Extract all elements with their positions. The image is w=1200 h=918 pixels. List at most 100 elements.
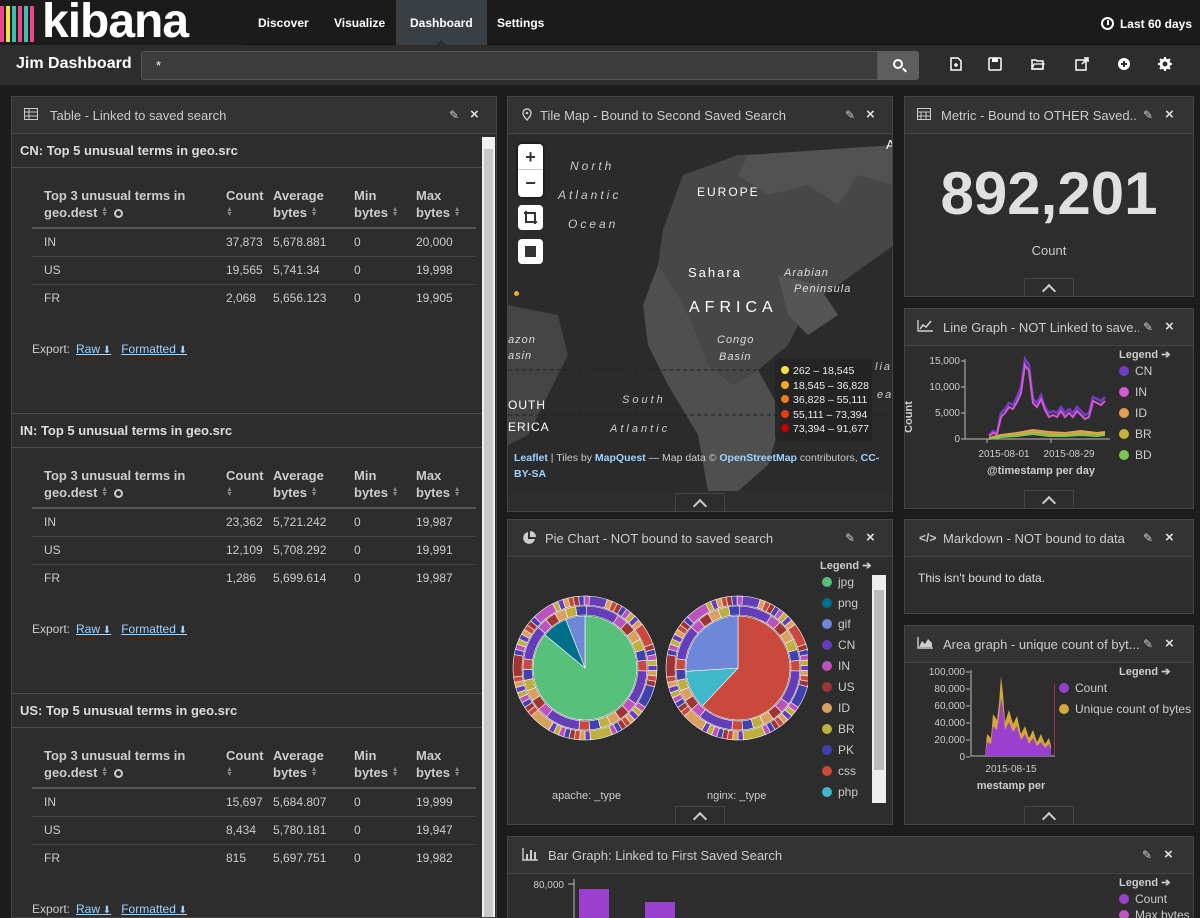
sort-icon[interactable]: ▲▼ — [391, 766, 399, 778]
sort-icon[interactable]: ▲▼ — [453, 766, 461, 778]
column-header-count[interactable]: Count ▲▼ — [226, 467, 264, 501]
table-row[interactable]: IN 37,873 5,678.881 0 20,000 — [32, 235, 476, 255]
edit-icon[interactable]: ✎ — [845, 531, 856, 545]
search-input[interactable]: * — [141, 51, 878, 80]
pie-outer-slice[interactable] — [736, 595, 743, 606]
column-header-min[interactable]: Min bytes ▲▼ — [354, 467, 400, 501]
table-row[interactable]: US 12,109 5,708.292 0 19,991 — [32, 543, 476, 563]
tab-settings[interactable]: Settings — [497, 16, 545, 30]
sort-icon[interactable]: ▲▼ — [310, 766, 318, 778]
pie-ring-slice[interactable] — [637, 659, 648, 672]
pie-outer-slice[interactable] — [512, 654, 524, 678]
sort-icon[interactable]: ▲▼ — [101, 206, 108, 218]
zoom-out-button[interactable]: − — [525, 173, 536, 193]
zoom-in-button[interactable]: + — [518, 144, 543, 170]
table-row[interactable]: FR 2,068 5,656.123 0 19,905 — [32, 291, 476, 311]
close-icon[interactable]: × — [1165, 529, 1174, 546]
sort-icon[interactable]: ▲▼ — [310, 486, 318, 498]
pie-ring-slice[interactable] — [790, 659, 801, 672]
map-data-point[interactable] — [514, 291, 519, 296]
export-formatted-link[interactable]: Formatted ⬇ — [121, 622, 187, 636]
pie-outer-slice[interactable] — [647, 664, 658, 672]
save-icon[interactable] — [988, 57, 1002, 71]
legend-item[interactable]: png — [822, 596, 858, 610]
pie-outer-slice[interactable] — [800, 659, 808, 666]
legend-item[interactable]: Unique count of bytes — [1059, 702, 1191, 716]
export-formatted-link[interactable]: Formatted ⬇ — [121, 342, 187, 356]
legend-title[interactable]: Legend ➔ — [1119, 665, 1170, 678]
column-header-term[interactable]: Top 3 unusual terms in geo.dest ▲▼ — [44, 187, 185, 221]
legend-item[interactable]: jpg — [822, 575, 854, 589]
legend-item[interactable]: php — [822, 785, 858, 799]
pie-outer-slice[interactable] — [665, 654, 677, 678]
table-row[interactable]: IN 23,362 5,721.242 0 19,987 — [32, 515, 476, 535]
pie-ring-slice[interactable] — [578, 720, 590, 731]
bar[interactable] — [645, 902, 675, 918]
pie-ring-slice[interactable] — [731, 720, 743, 731]
search-button[interactable] — [878, 51, 919, 80]
legend-item[interactable]: US — [822, 680, 855, 694]
column-header-max[interactable]: Max bytes ▲▼ — [416, 747, 462, 781]
sort-icon[interactable]: ▲▼ — [226, 766, 233, 778]
column-header-min[interactable]: Min bytes ▲▼ — [354, 747, 400, 781]
pie-ring-slice[interactable] — [675, 669, 687, 681]
pie-ring-slice[interactable] — [575, 605, 587, 616]
pie-outer-slice[interactable] — [731, 595, 738, 606]
export-formatted-link[interactable]: Formatted ⬇ — [121, 902, 187, 916]
close-icon[interactable]: × — [1165, 318, 1174, 335]
series-cn-line[interactable] — [988, 355, 1106, 436]
pie-ring-slice[interactable] — [522, 658, 533, 670]
tab-discover[interactable]: Discover — [258, 16, 309, 30]
pie-outer-slice[interactable] — [800, 665, 808, 671]
collapse-caret[interactable] — [1024, 278, 1074, 296]
edit-icon[interactable]: ✎ — [845, 108, 856, 122]
edit-icon[interactable]: ✎ — [449, 108, 460, 122]
tab-dashboard[interactable]: Dashboard — [396, 0, 487, 46]
pie-outer-slice[interactable] — [737, 730, 744, 741]
legend-item[interactable]: ID — [822, 701, 850, 715]
export-raw-link[interactable]: Raw ⬇ — [76, 622, 111, 636]
pie-ring-slice[interactable] — [728, 605, 740, 616]
pie-slice[interactable] — [685, 615, 739, 672]
column-header-avg[interactable]: Average bytes ▲▼ — [273, 467, 324, 501]
license-link[interactable]: CC- BY-SA — [514, 452, 879, 480]
pie-ring-slice[interactable] — [588, 718, 601, 731]
leaflet-link[interactable]: Leaflet — [514, 452, 548, 464]
column-header-count[interactable]: Count ▲▼ — [226, 747, 264, 781]
legend-item[interactable]: CN — [1119, 364, 1152, 378]
legend-item[interactable]: BR — [822, 722, 855, 736]
new-dashboard-icon[interactable] — [949, 57, 963, 71]
tab-visualize[interactable]: Visualize — [334, 16, 386, 30]
close-icon[interactable]: × — [1165, 106, 1174, 123]
sort-icon[interactable]: ▲▼ — [310, 206, 318, 218]
collapse-caret[interactable] — [675, 493, 725, 511]
line-chart[interactable]: Count 15,000 10,000 5,000 0 2015-08-01 2015… — [905, 347, 1115, 487]
series-in-line[interactable] — [988, 362, 1106, 437]
edit-icon[interactable]: ✎ — [1143, 637, 1154, 651]
pie-charts[interactable] — [508, 558, 808, 808]
legend-item[interactable]: Max bytes — [1119, 908, 1190, 918]
search-icon[interactable] — [114, 209, 124, 218]
legend-item[interactable]: gif — [822, 617, 851, 631]
draw-rectangle-button[interactable] — [518, 239, 543, 264]
pie-outer-slice[interactable] — [584, 730, 591, 741]
share-icon[interactable] — [1075, 57, 1089, 71]
sort-icon[interactable]: ▲▼ — [453, 206, 461, 218]
column-header-max[interactable]: Max bytes ▲▼ — [416, 467, 462, 501]
table-row[interactable]: US 8,434 5,780.181 0 19,947 — [32, 823, 476, 843]
legend-item[interactable]: Count — [1119, 892, 1167, 906]
close-icon[interactable]: × — [866, 529, 875, 546]
legend-item[interactable]: css — [822, 764, 856, 778]
column-header-min[interactable]: Min bytes ▲▼ — [354, 187, 400, 221]
edit-icon[interactable]: ✎ — [1143, 531, 1154, 545]
pie-slice[interactable] — [532, 615, 638, 721]
pie-ring-slice[interactable] — [675, 658, 686, 670]
pie-outer-slice[interactable] — [583, 595, 590, 606]
legend-item[interactable]: IN — [822, 659, 850, 673]
sort-icon[interactable]: ▲▼ — [226, 206, 233, 218]
search-icon[interactable] — [114, 489, 124, 498]
table-row[interactable]: FR 1,286 5,699.614 0 19,987 — [32, 571, 476, 591]
sort-icon[interactable]: ▲▼ — [101, 486, 108, 498]
column-header-term[interactable]: Top 3 unusual terms in geo.dest ▲▼ — [44, 747, 185, 781]
pie-outer-slice[interactable] — [578, 595, 585, 606]
